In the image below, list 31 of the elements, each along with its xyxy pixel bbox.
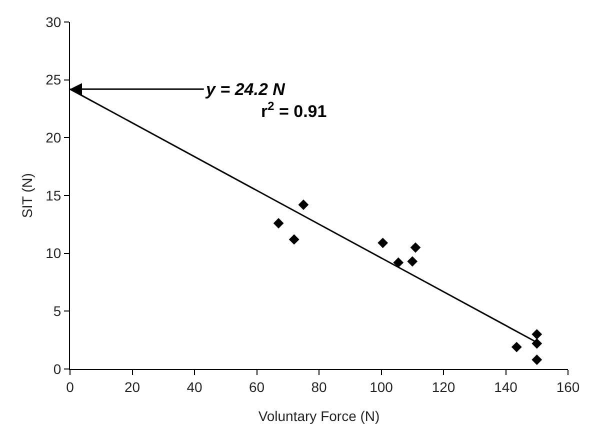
point (298, 200, 309, 210)
point (511, 342, 522, 352)
x-tick-label: 120 (432, 378, 456, 395)
y-tick-label: 10 (46, 245, 62, 262)
point (288, 234, 300, 245)
x-tick-label: 80 (311, 378, 327, 395)
point (273, 218, 284, 228)
x-tick-label: 160 (556, 378, 580, 395)
point (410, 242, 421, 253)
y-tick-label: 20 (46, 130, 62, 146)
x-tick-label: 40 (186, 378, 202, 395)
annotation: r$^{2}$ = 0.91 (261, 99, 327, 122)
point (378, 238, 388, 248)
point (532, 329, 542, 340)
y-tick-label: 30 (46, 14, 62, 30)
x-axis-title: Voluntary Force (N) (258, 408, 380, 424)
y-tick-label: 5 (53, 303, 62, 320)
y-axis-title: SIT (N) (19, 173, 35, 218)
x-tick-label: 0 (66, 378, 74, 395)
point (532, 338, 542, 349)
annotation: y = 24.2 N (205, 80, 286, 99)
y-tick-label: 15 (46, 187, 62, 204)
y-tick-label: 25 (46, 72, 62, 88)
y-tick-label: 0 (53, 360, 62, 377)
point (393, 257, 404, 268)
x-tick-label: 100 (370, 378, 394, 395)
point (407, 256, 418, 267)
point (532, 354, 542, 365)
x-tick-label: 60 (248, 378, 265, 395)
x-tick-label: 140 (494, 378, 518, 395)
x-tick-label: 20 (124, 378, 140, 395)
